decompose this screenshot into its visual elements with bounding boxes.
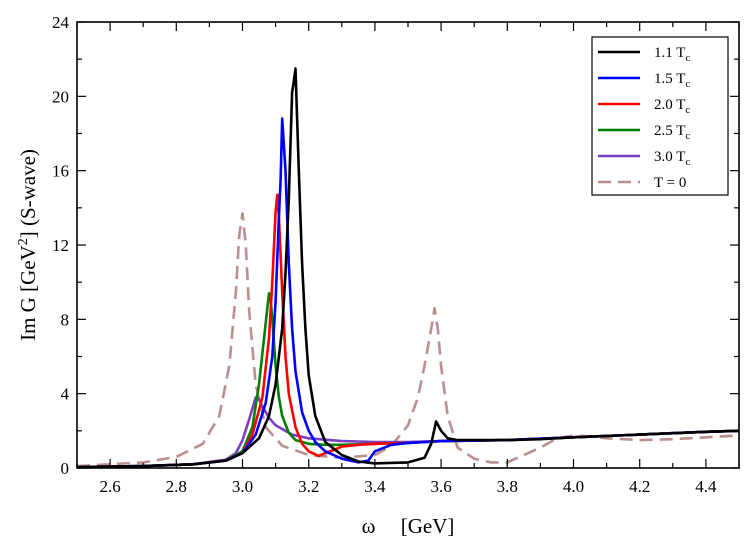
x-tick-label: 2.6: [99, 477, 120, 496]
legend-label: 1.5 Tc: [654, 71, 690, 90]
series-line-2: [77, 117, 739, 468]
y-axis-title: Im G [GeV2] (S-wave): [16, 149, 40, 341]
x-tick-label: 2.8: [166, 477, 187, 496]
legend-label: 2.0 Tc: [654, 97, 690, 116]
y-axis-title-main: Im G [GeV: [16, 245, 40, 341]
legend-box: [591, 36, 729, 196]
y-tick-label: 16: [52, 162, 69, 181]
x-tick-label: 3.8: [497, 477, 518, 496]
legend-label: 1.1 Tc: [654, 45, 690, 64]
series-line-1: [77, 67, 739, 468]
y-tick-label: 8: [61, 310, 70, 329]
y-axis-title-exponent: 2: [16, 238, 31, 245]
series-line-5: [77, 396, 739, 468]
x-tick-label: 3.6: [430, 477, 451, 496]
legend: 1.1 Tc 1.5 Tc 2.0 Tc 2.5 Tc 3.0 Tc T = 0: [591, 36, 729, 196]
legend-label: 2.5 Tc: [654, 123, 690, 142]
x-axis-symbol: ω: [362, 514, 376, 538]
x-axis-title: ω [GeV]: [362, 514, 455, 538]
y-tick-label: 24: [52, 13, 70, 32]
x-tick-label: 4.0: [563, 477, 584, 496]
x-axis-unit: [GeV]: [401, 514, 455, 538]
y-axis-title-rest: ] (S-wave): [16, 149, 40, 238]
series-layer: [77, 67, 739, 468]
x-tick-label: 4.4: [695, 477, 717, 496]
legend-label: T = 0: [654, 175, 686, 191]
x-tick-label: 3.4: [364, 477, 386, 496]
y-axis-ticks: 0 4 8 12 16 20 24: [52, 13, 739, 478]
y-tick-label: 4: [61, 385, 70, 404]
y-tick-label: 20: [52, 87, 69, 106]
y-tick-label: 12: [52, 236, 69, 255]
y-tick-label: 0: [61, 459, 70, 478]
x-tick-label: 3.0: [232, 477, 253, 496]
x-tick-label: 3.2: [298, 477, 319, 496]
legend-label: 3.0 Tc: [654, 149, 690, 168]
x-axis-ticks: 2.6 2.8 3.0 3.2 3.4 3.6 3.8 4.0 4.2 4.4: [76, 22, 740, 496]
series-line-6: [77, 212, 739, 468]
x-tick-label: 4.2: [629, 477, 650, 496]
